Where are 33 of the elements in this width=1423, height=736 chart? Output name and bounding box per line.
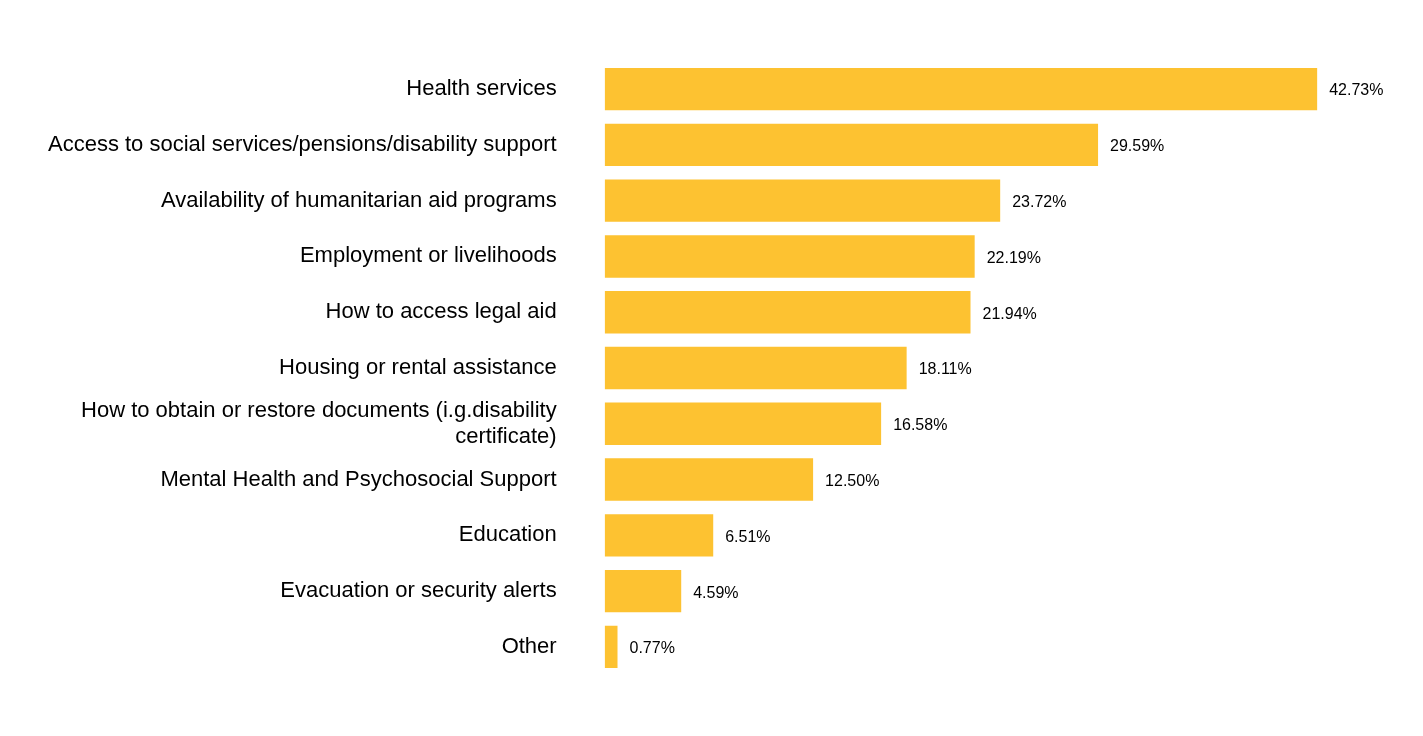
y-tick-label: Evacuation or security alerts bbox=[280, 577, 557, 603]
y-tick-label: Access to social services/pensions/disability support bbox=[47, 130, 557, 156]
data-label: 0.77% bbox=[629, 639, 675, 657]
y-tick-label: Mental Health and Psychosocial Support bbox=[160, 465, 557, 491]
y-tick-label: Education bbox=[458, 521, 557, 547]
bar bbox=[604, 123, 1099, 167]
bar bbox=[604, 291, 971, 334]
data-label: 18.11% bbox=[918, 360, 972, 378]
data-label: 42.73% bbox=[1329, 81, 1384, 99]
bar bbox=[604, 67, 1318, 111]
bar bbox=[604, 346, 907, 390]
data-label: 21.94% bbox=[982, 304, 1037, 322]
bar bbox=[604, 458, 814, 501]
data-label: 23.72% bbox=[1012, 193, 1067, 211]
y-tick-label: How to access legal aid bbox=[325, 298, 557, 324]
y-tick-label: Other bbox=[501, 632, 557, 658]
y-tick-label: Availability of humanitarian aid programs bbox=[160, 186, 557, 212]
y-tick-label: Health services bbox=[406, 75, 557, 101]
bar bbox=[604, 235, 975, 278]
data-label: 22.19% bbox=[986, 248, 1041, 266]
y-tick-label: Employment or livelihoods bbox=[299, 242, 557, 268]
data-label: 12.50% bbox=[825, 471, 880, 489]
bar bbox=[604, 179, 1001, 222]
data-label: 16.58% bbox=[893, 416, 948, 434]
bar bbox=[604, 625, 618, 669]
y-tick-label: How to obtain or restore documents (i.g.disability certificate) bbox=[81, 396, 557, 449]
data-label: 29.59% bbox=[1110, 137, 1165, 155]
data-label: 6.51% bbox=[725, 527, 771, 545]
data-label: 4.59% bbox=[693, 583, 739, 601]
y-tick-label: Housing or rental assistance bbox=[279, 354, 557, 380]
bar bbox=[604, 402, 882, 445]
bar bbox=[604, 514, 714, 557]
bar bbox=[604, 569, 682, 613]
